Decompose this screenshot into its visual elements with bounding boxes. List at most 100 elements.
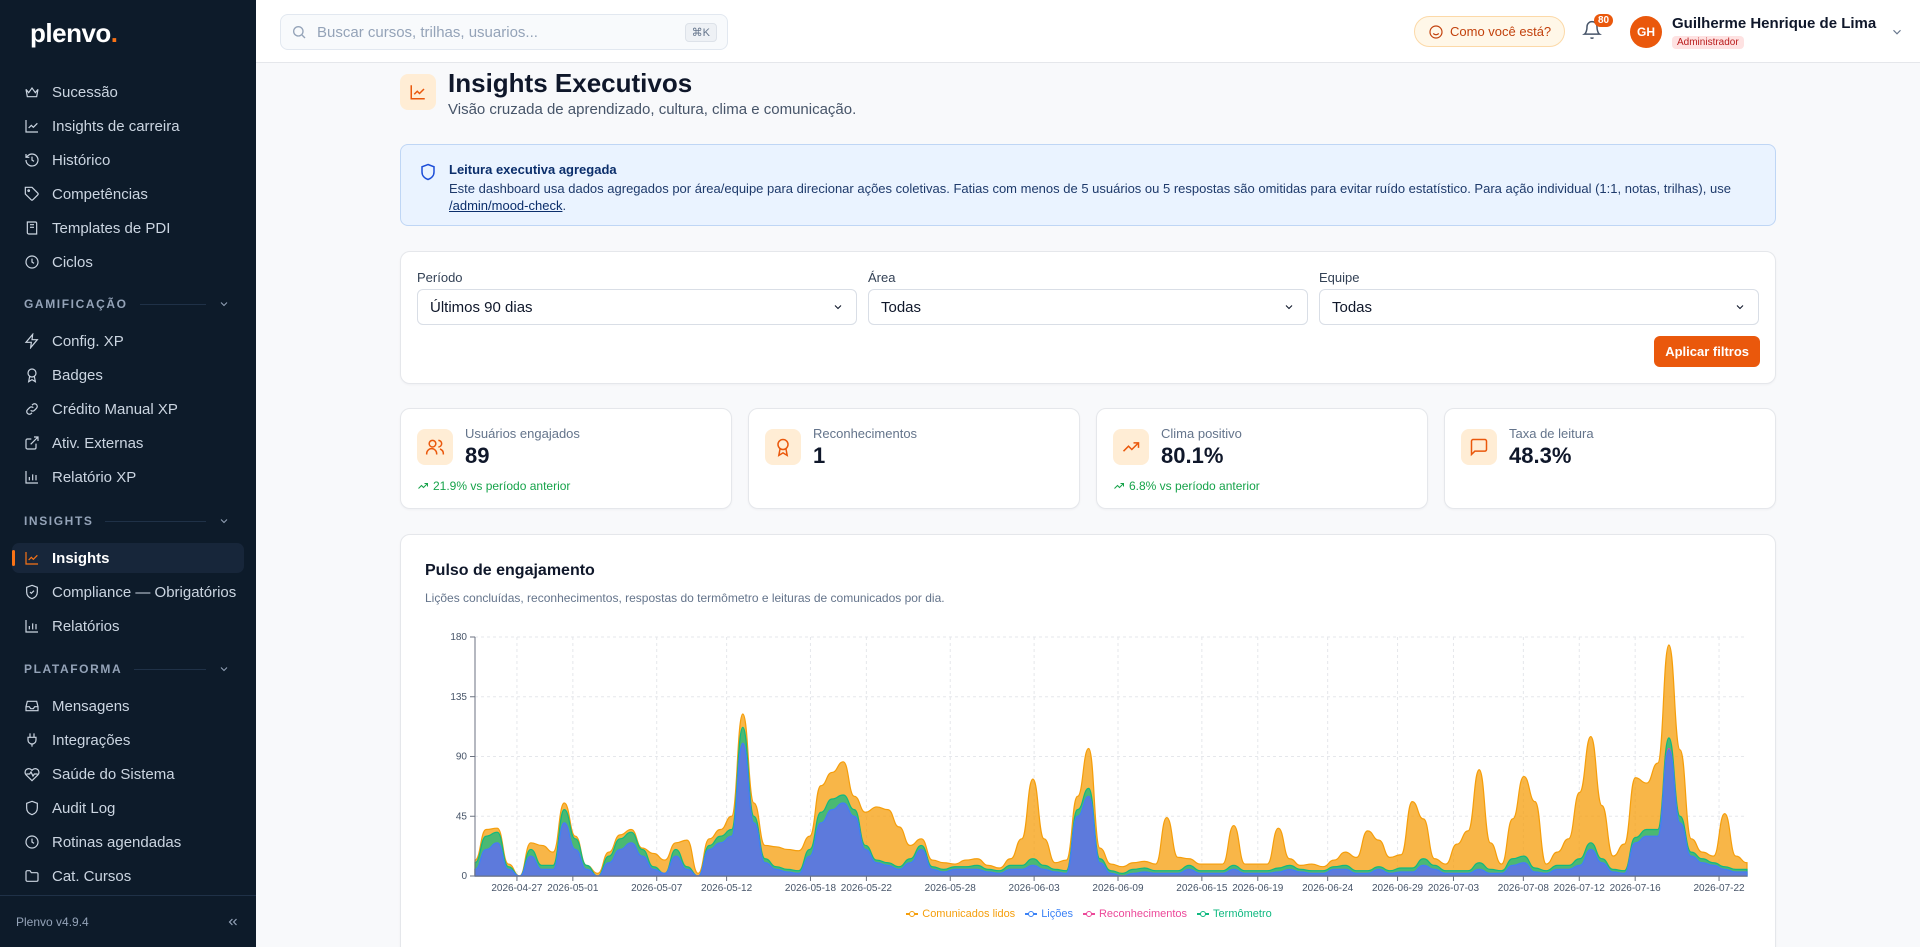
chart-subtitle: Lições concluídas, reconhecimentos, resp… [425,591,945,605]
sidebar-item-mensagens[interactable]: Mensagens [12,691,244,721]
kpi-card-reconhecimentos: Reconhecimentos 1 [748,408,1080,509]
apply-filters-button[interactable]: Aplicar filtros [1654,336,1760,367]
chevron-down-icon [834,305,842,310]
chevron-down-icon [220,519,228,524]
app-version: Plenvo v4.9.4 [16,914,89,929]
y-tick-label: 0 [461,871,467,882]
sidebar-item-insights[interactable]: Insights [12,543,244,573]
search-box[interactable]: ⌘K [280,14,728,50]
page-icon [400,74,436,110]
crown-icon [25,86,39,98]
chevron-down-icon [1285,305,1293,310]
collapse-sidebar-icon[interactable] [226,915,240,929]
equipe-select[interactable]: Todas [1319,289,1759,325]
notifications-count: 80 [1594,14,1614,27]
user-menu[interactable]: GH Guilherme Henrique de Lima Administra… [1630,12,1904,52]
legend-item[interactable]: Reconhecimentos [1082,908,1187,920]
plug-icon [27,733,37,747]
kpi-label: Reconhecimentos [813,426,918,441]
x-tick-label: 2026-06-19 [1232,883,1284,894]
x-tick-label: 2026-06-15 [1176,883,1228,894]
notifications-button[interactable]: 80 [1582,14,1614,44]
kpi-label: Clima positivo [1161,426,1242,441]
sidebar-item-rotinas-agendadas[interactable]: Rotinas agendadas [12,827,244,857]
sidebar-item-saude-sistema[interactable]: Saúde do Sistema [12,759,244,789]
sidebar-item-relatorios[interactable]: Relatórios [12,611,244,641]
line-chart-icon [410,85,425,100]
inbox-icon [25,700,39,712]
sidebar-item-badges[interactable]: Badges [12,360,244,390]
x-tick-label: 2026-05-01 [547,883,599,894]
area-li-es [474,742,1748,877]
trending-up-icon [1122,442,1140,452]
x-tick-label: 2026-05-12 [701,883,753,894]
section-insights[interactable]: INSIGHTS [24,513,230,529]
sidebar-item-competencias[interactable]: Competências [12,179,244,209]
area-select[interactable]: Todas [868,289,1308,325]
sidebar-item-relatorio-xp[interactable]: Relatório XP [12,462,244,492]
periodo-select[interactable]: Últimos 90 dias [417,289,857,325]
trending-up-icon [418,483,428,489]
clock-icon [25,835,39,849]
kpi-value: 89 [465,443,490,468]
sidebar-item-credito-manual-xp[interactable]: Crédito Manual XP [12,394,244,424]
avatar: GH [1630,16,1662,48]
info-title: Leitura executiva agregada [449,162,617,177]
sidebar-item-templates-pdi[interactable]: Templates de PDI [12,213,244,243]
shield-icon [421,163,435,181]
search-icon [293,26,306,39]
sidebar-item-ciclos[interactable]: Ciclos [12,247,244,277]
sidebar-item-insights-carreira[interactable]: Insights de carreira [12,111,244,141]
external-link-icon [25,436,39,450]
sidebar-item-audit-log[interactable]: Audit Log [12,793,244,823]
y-tick-label: 135 [450,692,467,703]
legend-item[interactable]: Termômetro [1197,908,1272,920]
sidebar-item-integracoes[interactable]: Integrações [12,725,244,755]
sidebar-item-ativ-externas[interactable]: Ativ. Externas [12,428,244,458]
engagement-chart-card: 0 45 90 135 180 2026-04-27 2026-05-01 2026-05-0… [400,534,1776,947]
equipe-label: Equipe [1319,270,1360,285]
sidebar-item-config-xp[interactable]: Config. XP [12,326,244,356]
y-tick-label: 180 [450,632,467,643]
y-tick-label: 45 [456,811,468,822]
mood-check-button[interactable]: Como você está? [1414,16,1566,47]
message-square-icon [1470,438,1488,457]
area-label: Área [868,270,896,285]
line-chart-icon [25,552,38,565]
mood-check-link[interactable]: /admin/mood-check [449,198,563,213]
x-tick-label: 2026-05-18 [785,883,837,894]
x-tick-label: 2026-05-22 [841,883,893,894]
link-icon [26,403,38,415]
bell-icon [1582,20,1602,40]
kpi-label: Taxa de leitura [1509,426,1594,441]
chart-legend: Comunicados lidos Lições Reconhecimentos… [401,908,1777,920]
sidebar-item-compliance[interactable]: Compliance — Obrigatórios [12,577,244,607]
kpi-value: 1 [813,443,826,468]
x-tick-label: 2026-07-22 [1693,883,1745,894]
sidebar-item-cat-cursos[interactable]: Cat. Cursos [12,861,244,891]
x-tick-label: 2026-07-12 [1554,883,1606,894]
kpi-value: 80.1% [1161,443,1224,468]
sidebar-item-historico[interactable]: Histórico [12,145,244,175]
x-tick-label: 2026-07-08 [1498,883,1550,894]
kpi-card-clima: Clima positivo 80.1% 6.8% vs período ant… [1096,408,1428,509]
sidebar: plenvo. Sucessão Insights de carreira Hi… [0,0,256,947]
role-badge: Administrador [1672,35,1744,49]
x-tick-label: 2026-06-24 [1302,883,1354,894]
heart-pulse-icon [24,768,40,782]
section-gamificacao[interactable]: GAMIFICAÇÃO [24,296,230,312]
clock-icon [25,255,39,269]
filters-card: Período Últimos 90 dias Área Todas Equip… [400,251,1776,384]
sidebar-item-sucessao[interactable]: Sucessão [12,77,244,107]
legend-item[interactable]: Comunicados lidos [906,908,1015,920]
page-title: Insights Executivos [448,68,693,98]
section-plataforma[interactable]: PLATAFORMA [24,661,230,677]
award-icon [777,438,789,457]
legend-item[interactable]: Lições [1025,908,1073,920]
y-tick-label: 90 [456,752,468,763]
logo[interactable]: plenvo. [30,18,118,48]
chevron-down-icon [1893,29,1902,35]
search-input[interactable] [317,23,685,41]
info-text: Este dashboard usa dados agregados por á… [449,181,1731,213]
x-tick-label: 2026-06-03 [1009,883,1061,894]
